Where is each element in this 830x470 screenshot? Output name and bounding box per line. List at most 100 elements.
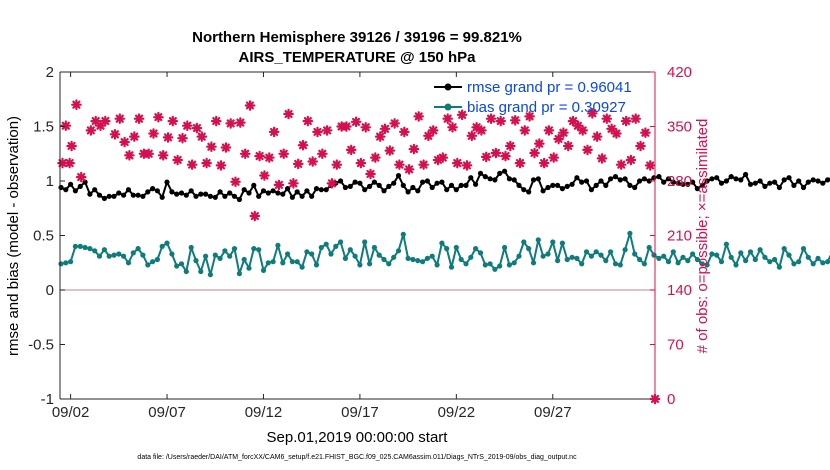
obs-count-marker <box>201 157 212 169</box>
rmse-data-point <box>217 189 223 195</box>
obs-count-marker <box>403 164 415 175</box>
bias-data-point <box>391 254 397 260</box>
rmse-data-point <box>429 184 435 191</box>
rmse-data-point <box>236 196 242 203</box>
bias-data-point <box>680 254 686 260</box>
bias-data-point <box>588 253 595 259</box>
left-y-tick-label: 1 <box>46 173 54 190</box>
obs-count-marker <box>99 115 111 127</box>
obs-count-marker <box>384 145 396 156</box>
rmse-data-point <box>820 180 826 186</box>
bias-data-point <box>106 253 112 259</box>
bias-data-point <box>569 254 575 260</box>
obs-count-marker <box>60 120 72 131</box>
obs-count-marker <box>230 176 241 188</box>
rmse-data-point <box>550 182 556 188</box>
bias-data-point <box>526 246 532 252</box>
obs-count-marker <box>345 144 357 156</box>
obs-count-marker <box>331 159 343 170</box>
bias-data-point <box>458 256 464 263</box>
rmse-data-point <box>222 193 228 199</box>
rmse-data-point <box>352 179 358 185</box>
bias-data-point <box>193 258 199 264</box>
bias-data-point <box>135 246 141 252</box>
rmse-data-point <box>502 168 508 174</box>
x-tick-label: 09/17 <box>341 404 379 421</box>
bias-data-point <box>612 261 619 267</box>
right-y-tick-label: 210 <box>667 228 692 245</box>
bias-data-point <box>405 255 411 261</box>
x-tick-label: 09/02 <box>52 404 90 421</box>
rmse-data-point <box>772 179 778 185</box>
rmse-data-point <box>815 178 821 184</box>
bias-data-point <box>608 249 614 255</box>
bias-data-point <box>227 253 233 259</box>
left-y-tick-label: 2 <box>46 64 54 81</box>
bias-data-point <box>805 254 811 260</box>
bias-data-point <box>564 256 570 263</box>
bias-data-point <box>420 259 426 265</box>
obs-count-marker <box>182 120 193 131</box>
bias-data-point <box>555 258 561 264</box>
rmse-data-point <box>526 189 532 195</box>
bias-data-point <box>776 264 783 270</box>
bias-data-point <box>63 260 69 266</box>
rmse-data-point <box>342 184 348 191</box>
rmse-data-point <box>241 187 247 193</box>
obs-count-marker <box>461 160 473 171</box>
rmse-data-point <box>709 176 715 182</box>
rmse-data-point <box>448 182 455 188</box>
obs-count-marker <box>71 99 82 111</box>
rmse-data-point <box>150 186 156 192</box>
obs-count-marker <box>143 148 154 159</box>
obs-count-marker <box>239 148 251 159</box>
right-y-tick-label: 350 <box>667 119 692 136</box>
rmse-data-point <box>641 176 648 182</box>
bias-data-point <box>415 258 421 264</box>
bias-data-point <box>656 255 662 261</box>
obs-count-marker <box>447 121 458 133</box>
obs-count-marker <box>365 168 376 180</box>
bias-data-point <box>121 253 127 259</box>
bias-data-point <box>362 239 368 245</box>
rmse-data-point <box>670 179 676 185</box>
rmse-data-point <box>391 180 397 186</box>
x-tick-label: 09/27 <box>534 404 572 421</box>
bias-data-point <box>820 260 826 266</box>
bias-data-point <box>342 255 348 261</box>
obs-count-marker <box>360 121 371 133</box>
rmse-data-point <box>386 183 392 189</box>
rmse-data-point <box>304 188 310 194</box>
bias-data-point <box>299 264 305 270</box>
obs-count-marker <box>254 150 265 162</box>
rmse-data-point <box>178 190 185 196</box>
obs-count-marker <box>615 159 627 170</box>
rmse-data-point <box>718 180 725 186</box>
obs-count-marker <box>509 114 521 126</box>
bias-data-point <box>685 258 691 264</box>
rmse-data-point <box>260 188 267 194</box>
bias-data-point <box>738 250 744 256</box>
obs-count-marker <box>196 131 208 142</box>
x-tick-label: 09/07 <box>148 404 186 421</box>
bias-data-point <box>429 253 435 259</box>
rmse-data-point <box>193 193 199 199</box>
rmse-data-point <box>743 171 749 178</box>
rmse-data-point <box>627 182 633 188</box>
bias-data-point <box>781 246 787 252</box>
bias-data-point <box>280 260 286 266</box>
obs-count-marker <box>326 178 338 189</box>
rmse-data-point <box>468 175 474 181</box>
bias-data-point <box>289 259 295 265</box>
bias-data-point <box>304 249 310 255</box>
bias-data-point <box>796 259 802 265</box>
obs-count-marker <box>114 113 126 125</box>
bias-data-point <box>323 241 329 247</box>
rmse-data-point <box>231 193 238 199</box>
obs-count-marker <box>148 128 159 139</box>
obs-count-marker <box>596 153 608 164</box>
bias-data-point <box>670 249 676 255</box>
bias-data-point <box>800 246 807 252</box>
rmse-data-point <box>318 187 324 193</box>
rmse-data-point <box>555 182 561 188</box>
